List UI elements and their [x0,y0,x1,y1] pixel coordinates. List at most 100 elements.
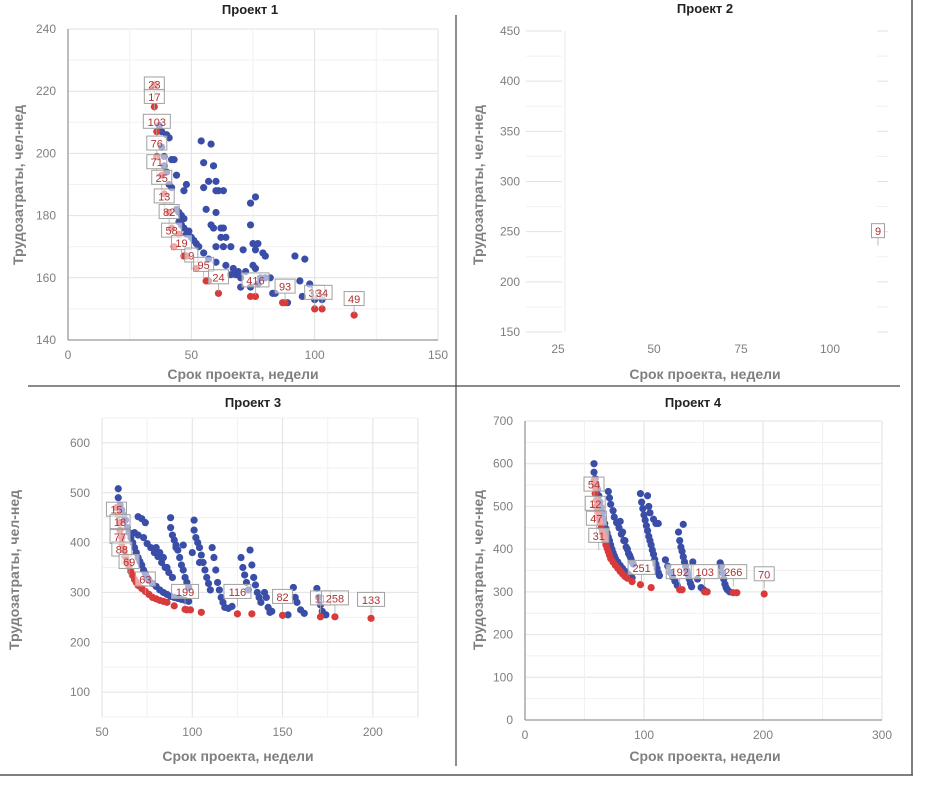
data-label: 95 [193,256,215,280]
data-point-other [590,460,598,468]
data-point-pareto [186,606,195,614]
chart-title: Проект 1 [222,2,278,17]
data-label-text: 54 [588,480,600,492]
data-point-other [185,597,193,605]
y-axis-label: Трудозатраты, чел-нед [470,490,486,650]
data-point-other [251,246,260,254]
data-point-other [188,548,196,557]
data-label-text: 133 [362,595,380,607]
data-point-other [114,494,122,502]
data-point-other [590,468,598,476]
data-label-text: 58 [165,226,177,238]
data-label: 88 [111,541,133,565]
y-tick-label: 200 [36,146,56,160]
data-label-box [146,154,168,170]
data-point-pareto [278,611,287,619]
data-label-text: 13 [158,191,170,203]
data-point-other [202,205,210,213]
data-point-other [298,292,306,301]
data-point-pareto [760,590,768,598]
data-point-pareto [628,578,636,586]
data-label-text: 31 [593,531,605,543]
data-point-other [200,249,208,257]
data-point-other [208,543,216,552]
y-tick-label: 700 [493,414,513,428]
data-label-box [153,188,175,204]
y-tick-label: 500 [493,499,513,513]
data-point-other [654,519,662,528]
data-label-box [627,559,656,575]
data-label: 24 [207,269,229,292]
data-point-other [621,537,629,545]
data-label-box [158,203,180,219]
data-point-other [200,184,208,192]
y-tick-label: 0 [506,713,513,727]
data-point-other [209,162,218,170]
data-label-text: 47 [590,514,602,526]
data-label-text: 251 [632,563,650,575]
y-tick-label: 180 [36,209,56,223]
data-label-box [223,583,252,599]
y-axis-label: Трудозатраты, чел-нед [470,105,486,265]
data-point-other [678,547,686,555]
data-label-text: 69 [123,557,135,569]
data-point-pareto [248,610,256,618]
data-point-pareto [316,613,325,621]
data-point-other [674,528,683,536]
y-tick-label: 300 [70,585,90,599]
data-label-text: 15 [110,505,122,517]
data-label-text: 12 [589,499,601,511]
data-label-text: 18 [114,517,126,529]
data-point-pareto [163,598,171,606]
data-label: 54 [583,476,605,500]
data-point-pareto [350,311,358,319]
y-tick-label: 150 [500,325,520,339]
data-point-other [195,543,204,552]
data-point-other [246,546,254,554]
data-label: 31 [588,527,610,551]
y-tick-label: 400 [493,542,513,556]
data-point-other [206,586,214,594]
data-label-box [193,256,215,272]
data-point-other [636,490,645,498]
data-label: 70 [753,566,775,589]
data-label-text: 23 [148,79,160,91]
data-label-text: 11 [315,593,326,605]
data-label: 9 [871,223,885,246]
data-label-text: 70 [758,569,770,581]
data-point-other [222,233,230,241]
data-label-box [143,88,165,104]
data-label-box [753,566,775,582]
x-tick-label: 100 [305,348,325,362]
data-point-other [237,553,245,562]
data-point-other [661,556,670,564]
data-point-other [227,243,235,251]
y-tick-label: 300 [493,585,513,599]
data-point-other [156,548,164,557]
data-point-pareto [678,586,686,594]
data-point-other [322,611,330,619]
data-point-other [172,171,181,179]
data-point-other [616,517,624,525]
x-axis-label: Срок проекта, недели [167,366,318,382]
data-point-pareto [367,614,375,622]
data-point-other [204,579,213,588]
x-tick-label: 50 [95,725,109,739]
data-label: 47 [585,510,607,534]
data-point-pareto [170,602,178,610]
data-point-other [134,531,142,539]
data-point-other [227,271,235,279]
data-point-other [215,586,223,594]
data-label-box [357,591,386,607]
y-tick-label: 160 [36,271,56,285]
data-point-other [212,243,220,251]
data-point-other [212,208,220,217]
data-point-other [182,180,190,189]
data-point-pareto [246,292,255,301]
data-point-other [190,526,198,534]
data-label-text: 192 [671,567,689,579]
data-label: 103 [142,113,171,137]
data-point-other [268,607,276,615]
data-point-other [643,492,652,500]
